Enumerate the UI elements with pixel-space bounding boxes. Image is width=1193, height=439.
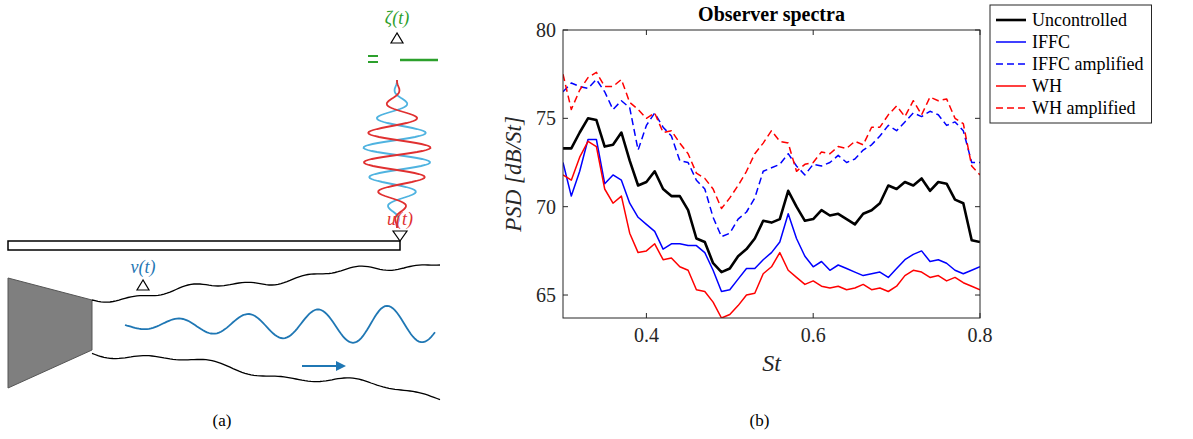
x-tick-label: 0.4 [634,324,659,346]
y-tick [563,206,568,207]
legend-box [990,5,1152,123]
panel-label: (a) [213,411,232,430]
jet-boundary [92,353,440,399]
series-line [563,72,980,208]
x-tick-label: 0.8 [968,324,993,346]
plot-frame [563,30,980,318]
target-mark [368,61,378,63]
y-tick [975,30,980,31]
acoustic-wave [364,80,430,228]
series-line [563,118,980,272]
legend-label: IFFC amplified [1032,54,1144,74]
x-tick [980,313,981,318]
legend: UncontrolledIFFCIFFC amplifiedWHWH ampli… [990,5,1152,123]
nozzle [8,278,92,388]
plate [8,241,400,250]
series-group [563,72,980,318]
y-tick [563,118,568,119]
target-mark [400,59,438,62]
legend-swatch [996,63,1026,65]
series-line [563,141,980,318]
diagram: ζ(t) u(t) v(t) [8,8,440,400]
figure: ζ(t) u(t) v(t) (a) 0.4 0.6 0.8 65 70 75 80 Observer… [0,0,1193,439]
legend-swatch [996,41,1026,43]
panel-label: (b) [750,411,770,430]
flow-arrow-head [336,361,346,371]
legend-swatch [996,85,1026,87]
y-tick-label: 65 [536,284,556,306]
legend-swatch [996,107,1026,109]
y-axis-title: PSD [dB/St] [501,116,526,233]
x-tick [813,30,814,35]
signal-label: v(t) [131,257,156,278]
y-tick-label: 75 [536,107,556,129]
flow-arrow [302,365,340,367]
x-axis-title: St [762,350,782,376]
legend-label: Uncontrolled [1032,10,1127,30]
x-tick [980,30,981,35]
x-tick [646,30,647,35]
x-tick [813,313,814,318]
signal-label: u(t) [387,209,413,230]
y-tick [975,295,980,296]
chart-title: Observer spectra [698,3,845,26]
y-tick [563,295,568,296]
y-tick [563,30,568,31]
y-tick [975,206,980,207]
y-tick [975,118,980,119]
y-tick-label: 70 [536,196,556,218]
target-mark [368,55,378,57]
chart: 0.4 0.6 0.8 65 70 75 80 Observer spectra St PSD [… [501,3,993,376]
legend-label: IFFC [1032,32,1070,52]
plot-area [563,30,980,318]
x-tick-label: 0.6 [801,324,826,346]
acoustic-wave [364,80,430,228]
legend-label: WH amplified [1032,98,1135,118]
jet-wave [125,306,435,343]
sensor-v [137,280,149,290]
sensor-zeta [391,33,403,43]
x-tick [646,313,647,318]
y-tick-label: 80 [536,19,556,41]
legend-label: WH [1032,76,1062,96]
legend-swatch [996,19,1026,22]
signal-label: ζ(t) [385,8,409,29]
sensor-u [393,231,407,241]
